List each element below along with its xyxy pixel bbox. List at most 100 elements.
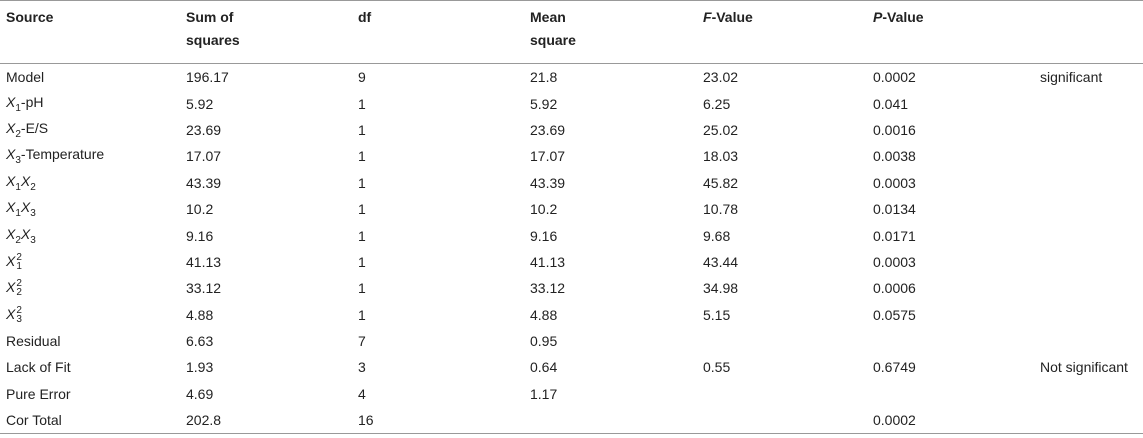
table-cell: 21.8 [530, 69, 558, 86]
header-cell: P-Value [867, 0, 1034, 64]
table-cell: Not significant [1040, 359, 1128, 376]
table-cell: 25.02 [703, 121, 739, 138]
table-cell: 0.0134 [873, 201, 916, 218]
text-piece: X [20, 172, 31, 189]
table-cell: significant [1040, 69, 1103, 86]
subscript: 1 [16, 261, 22, 273]
text-piece: -Value [882, 9, 924, 25]
table-cell: X1X2 [0, 170, 180, 196]
table-row: X1X3 10.2 1 10.2 10.78 0.0134 [0, 196, 1143, 222]
text-piece: X [6, 199, 16, 216]
table-cell: 4.88 [530, 306, 558, 323]
table-cell: X1-pH [0, 90, 180, 116]
table-cell [867, 328, 1034, 354]
table-cell [1034, 275, 1143, 301]
table-cell [867, 381, 1034, 407]
table-cell: 33.12 [186, 280, 222, 297]
text-piece: -Value [711, 9, 753, 25]
table-cell: 41.13 [186, 253, 222, 270]
table-cell: 23.02 [703, 69, 739, 86]
table-cell: 33.12 [530, 280, 566, 297]
header-row: Source Sum of squares df Mean square F-Value… [0, 0, 1143, 64]
text-piece: X [6, 225, 16, 242]
table-cell: 4.88 [186, 306, 214, 323]
table-cell: 0.0002 [867, 407, 1034, 435]
text-piece: X [20, 199, 31, 216]
table-cell: Pure Error [6, 385, 71, 402]
table-cell: 0.55 [703, 359, 731, 376]
table-cell [1034, 407, 1143, 435]
table-cell [1034, 196, 1143, 222]
table-cell: 0.041 [873, 95, 909, 112]
table-cell: 0.0002 [873, 69, 916, 86]
table-cell: 16 [352, 407, 524, 435]
table-cell: 1.93 [186, 359, 214, 376]
header-cell: df [352, 0, 524, 64]
table-cell: 5.92 [186, 95, 214, 112]
text-piece: -Temperature [20, 146, 105, 163]
table-cell: 1.17 [530, 385, 558, 402]
subscript: 1 [15, 208, 21, 220]
table-cell: 9.16 [530, 227, 558, 244]
table-cell: X1X3 [0, 196, 180, 222]
table-cell: 0.0006 [873, 280, 916, 297]
table-row: Pure Error 4.69 4 1.17 [0, 381, 1143, 407]
table-cell: 41.13 [530, 253, 566, 270]
table-cell: 45.82 [703, 174, 739, 191]
table-cell: 34.98 [703, 280, 739, 297]
table-row: X2X3 9.16 1 9.16 9.68 0.0171 [0, 222, 1143, 248]
subscript: 3 [15, 155, 21, 167]
table-cell: X2-E/S [0, 117, 180, 143]
table-cell [697, 381, 867, 407]
superscript: 2 [16, 304, 22, 316]
table-cell: 196.17 [186, 69, 229, 86]
header-cell: Mean square [524, 0, 697, 64]
table-cell: 3 [358, 359, 366, 376]
table-cell: 18.03 [703, 148, 739, 165]
table-cell: 1 [358, 280, 366, 297]
header-cell [1034, 0, 1143, 64]
table-cell: 202.8 [180, 407, 352, 435]
table-cell: 43.44 [703, 253, 739, 270]
header-cell: Source [0, 0, 180, 64]
table-row: X 2 2 33.12 1 33.12 34.98 0.0006 [0, 275, 1143, 301]
table-cell: 6.63 [186, 333, 214, 350]
table-cell: X3-Temperature [0, 143, 180, 169]
text-piece: -E/S [20, 120, 49, 137]
table-cell: 1 [358, 253, 366, 270]
table-cell: 1 [358, 148, 366, 165]
text-piece: X [6, 305, 16, 322]
text-piece: X [6, 172, 16, 189]
table-body: Model 196.17 9 21.8 23.02 0.0002 significant X1… [0, 64, 1143, 435]
table-cell: 17.07 [186, 148, 222, 165]
table-row: Cor Total 202.8 16 0.0002 [0, 407, 1143, 435]
header-cell: F-Value [697, 0, 867, 64]
table-row: X 2 1 41.13 1 41.13 43.44 0.0003 [0, 249, 1143, 275]
table-cell: 23.69 [530, 121, 566, 138]
table-cell: X2X3 [0, 222, 180, 248]
table-cell: 5.15 [703, 306, 731, 323]
table-cell: 10.2 [530, 201, 558, 218]
table-cell: 1 [358, 201, 366, 218]
table-row: Lack of Fit 1.93 3 0.64 0.55 0.6749 Not signif… [0, 354, 1143, 380]
table-cell: 0.0171 [873, 227, 916, 244]
table-row: X1X2 43.39 1 43.39 45.82 0.0003 [0, 170, 1143, 196]
table-cell [1034, 117, 1143, 143]
table-cell: 10.2 [186, 201, 214, 218]
table-cell: 0.6749 [873, 359, 916, 376]
subscript: 2 [30, 181, 36, 193]
subscript: 2 [16, 287, 22, 299]
text-piece: X [6, 120, 16, 137]
table-row: Model 196.17 9 21.8 23.02 0.0002 significant [0, 64, 1143, 91]
text-piece: P [873, 9, 883, 25]
table-cell [1034, 170, 1143, 196]
table-cell: Residual [6, 333, 61, 350]
table-cell: 1 [358, 174, 366, 191]
subscript: 3 [30, 234, 36, 246]
table-cell: 17.07 [530, 148, 566, 165]
